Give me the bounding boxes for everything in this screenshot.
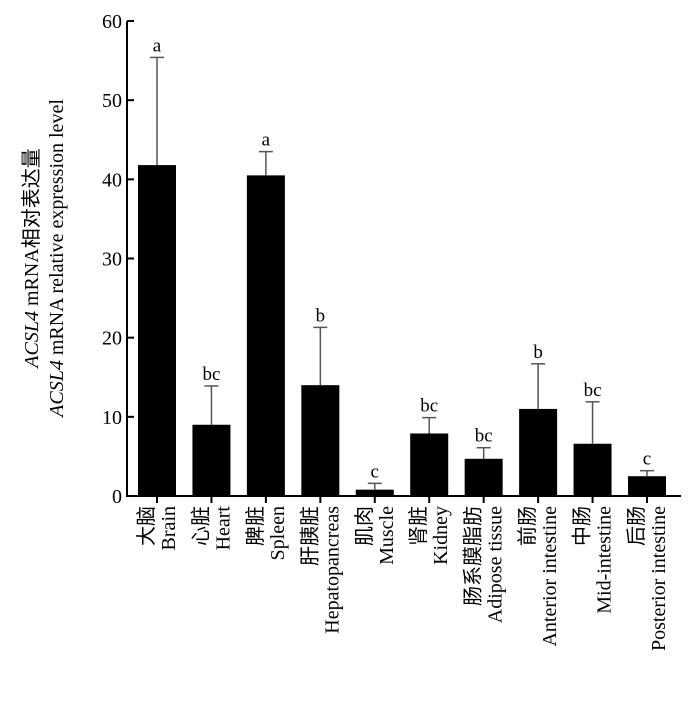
significance-label: a [262,130,271,151]
significance-label: bc [420,396,438,417]
x-axis-labels: 大脑 Brain 心脏 Heart 脾脏 Spleen 肝胰脏 Hepatopancreas 肌… [135,506,670,651]
y-axis-label-cn-text: mRNA相对表达量 [20,148,43,311]
x-tick-label-en: Mid-intestine [594,506,616,614]
significance-label: c [371,461,379,482]
x-tick-label-cn: 前肠 [516,506,539,546]
bar [628,476,666,496]
x-tick-label-en: Kidney [430,506,452,565]
y-axis-label-en-text: mRNA relative expression level [46,99,68,360]
significance-label: bc [475,426,493,447]
bar [301,385,340,496]
significance-label: bc [202,364,220,385]
y-tick-label: 50 [102,90,122,112]
y-axis-label-cn: ACSL4 mRNA相对表达量 [20,148,43,369]
y-axis-label-en-gene: ACSL4 [46,360,68,419]
bar [138,165,176,497]
x-tick-label-cn: 中肠 [571,506,594,546]
x-tick-label-en: Posterior intestine [648,506,670,651]
bar [246,175,285,496]
x-tick-label-cn: 心脏 [189,506,212,546]
significance-label: b [316,305,326,326]
x-tick-label-en: Brain [158,506,180,550]
x-tick-label-cn: 后肠 [625,506,648,546]
bar [410,433,449,496]
y-tick-label: 20 [102,328,122,350]
x-tick-label-cn: 脾脏 [244,506,267,546]
bar [573,443,612,496]
x-tick-label-en: Spleen [267,506,289,560]
x-tick-label-en: Adipose tissue [485,506,507,623]
x-tick-label-cn: 大脑 [135,506,158,546]
y-tick-label: 0 [112,486,122,508]
bar [355,489,394,496]
y-tick-label: 60 [102,11,122,33]
y-tick-label: 30 [102,249,122,271]
significance-label: b [533,342,543,363]
x-tick-label-en: Hepatopancreas [321,506,343,634]
y-tick-label: 10 [102,407,122,429]
bar [464,458,503,496]
significance-label: c [643,449,651,470]
axes: 0 10 20 30 40 50 60 [102,11,681,508]
x-tick-label-cn: 肠系膜脂肪 [462,506,485,606]
bar [192,424,231,496]
x-tick-label-cn: 肾脏 [407,506,430,546]
x-tick-label-en: Anterior intestine [539,506,561,647]
x-tick-label-en: Heart [212,506,234,551]
x-tick-label-cn: 肝胰脏 [298,506,321,566]
significance-label: a [153,35,162,56]
significance-label: bc [584,380,602,401]
bar [519,408,558,496]
y-axis-label-cn-gene: ACSL4 [21,311,43,370]
y-axis-label-en: ACSL4 mRNA relative expression level [46,99,68,419]
y-tick-label: 40 [102,169,122,191]
x-tick-label-cn: 肌肉 [353,506,376,546]
x-tick-label-en: Muscle [376,506,398,565]
y-axis-label: ACSL4 mRNA相对表达量 ACSL4 mRNA relative expr… [20,99,68,419]
